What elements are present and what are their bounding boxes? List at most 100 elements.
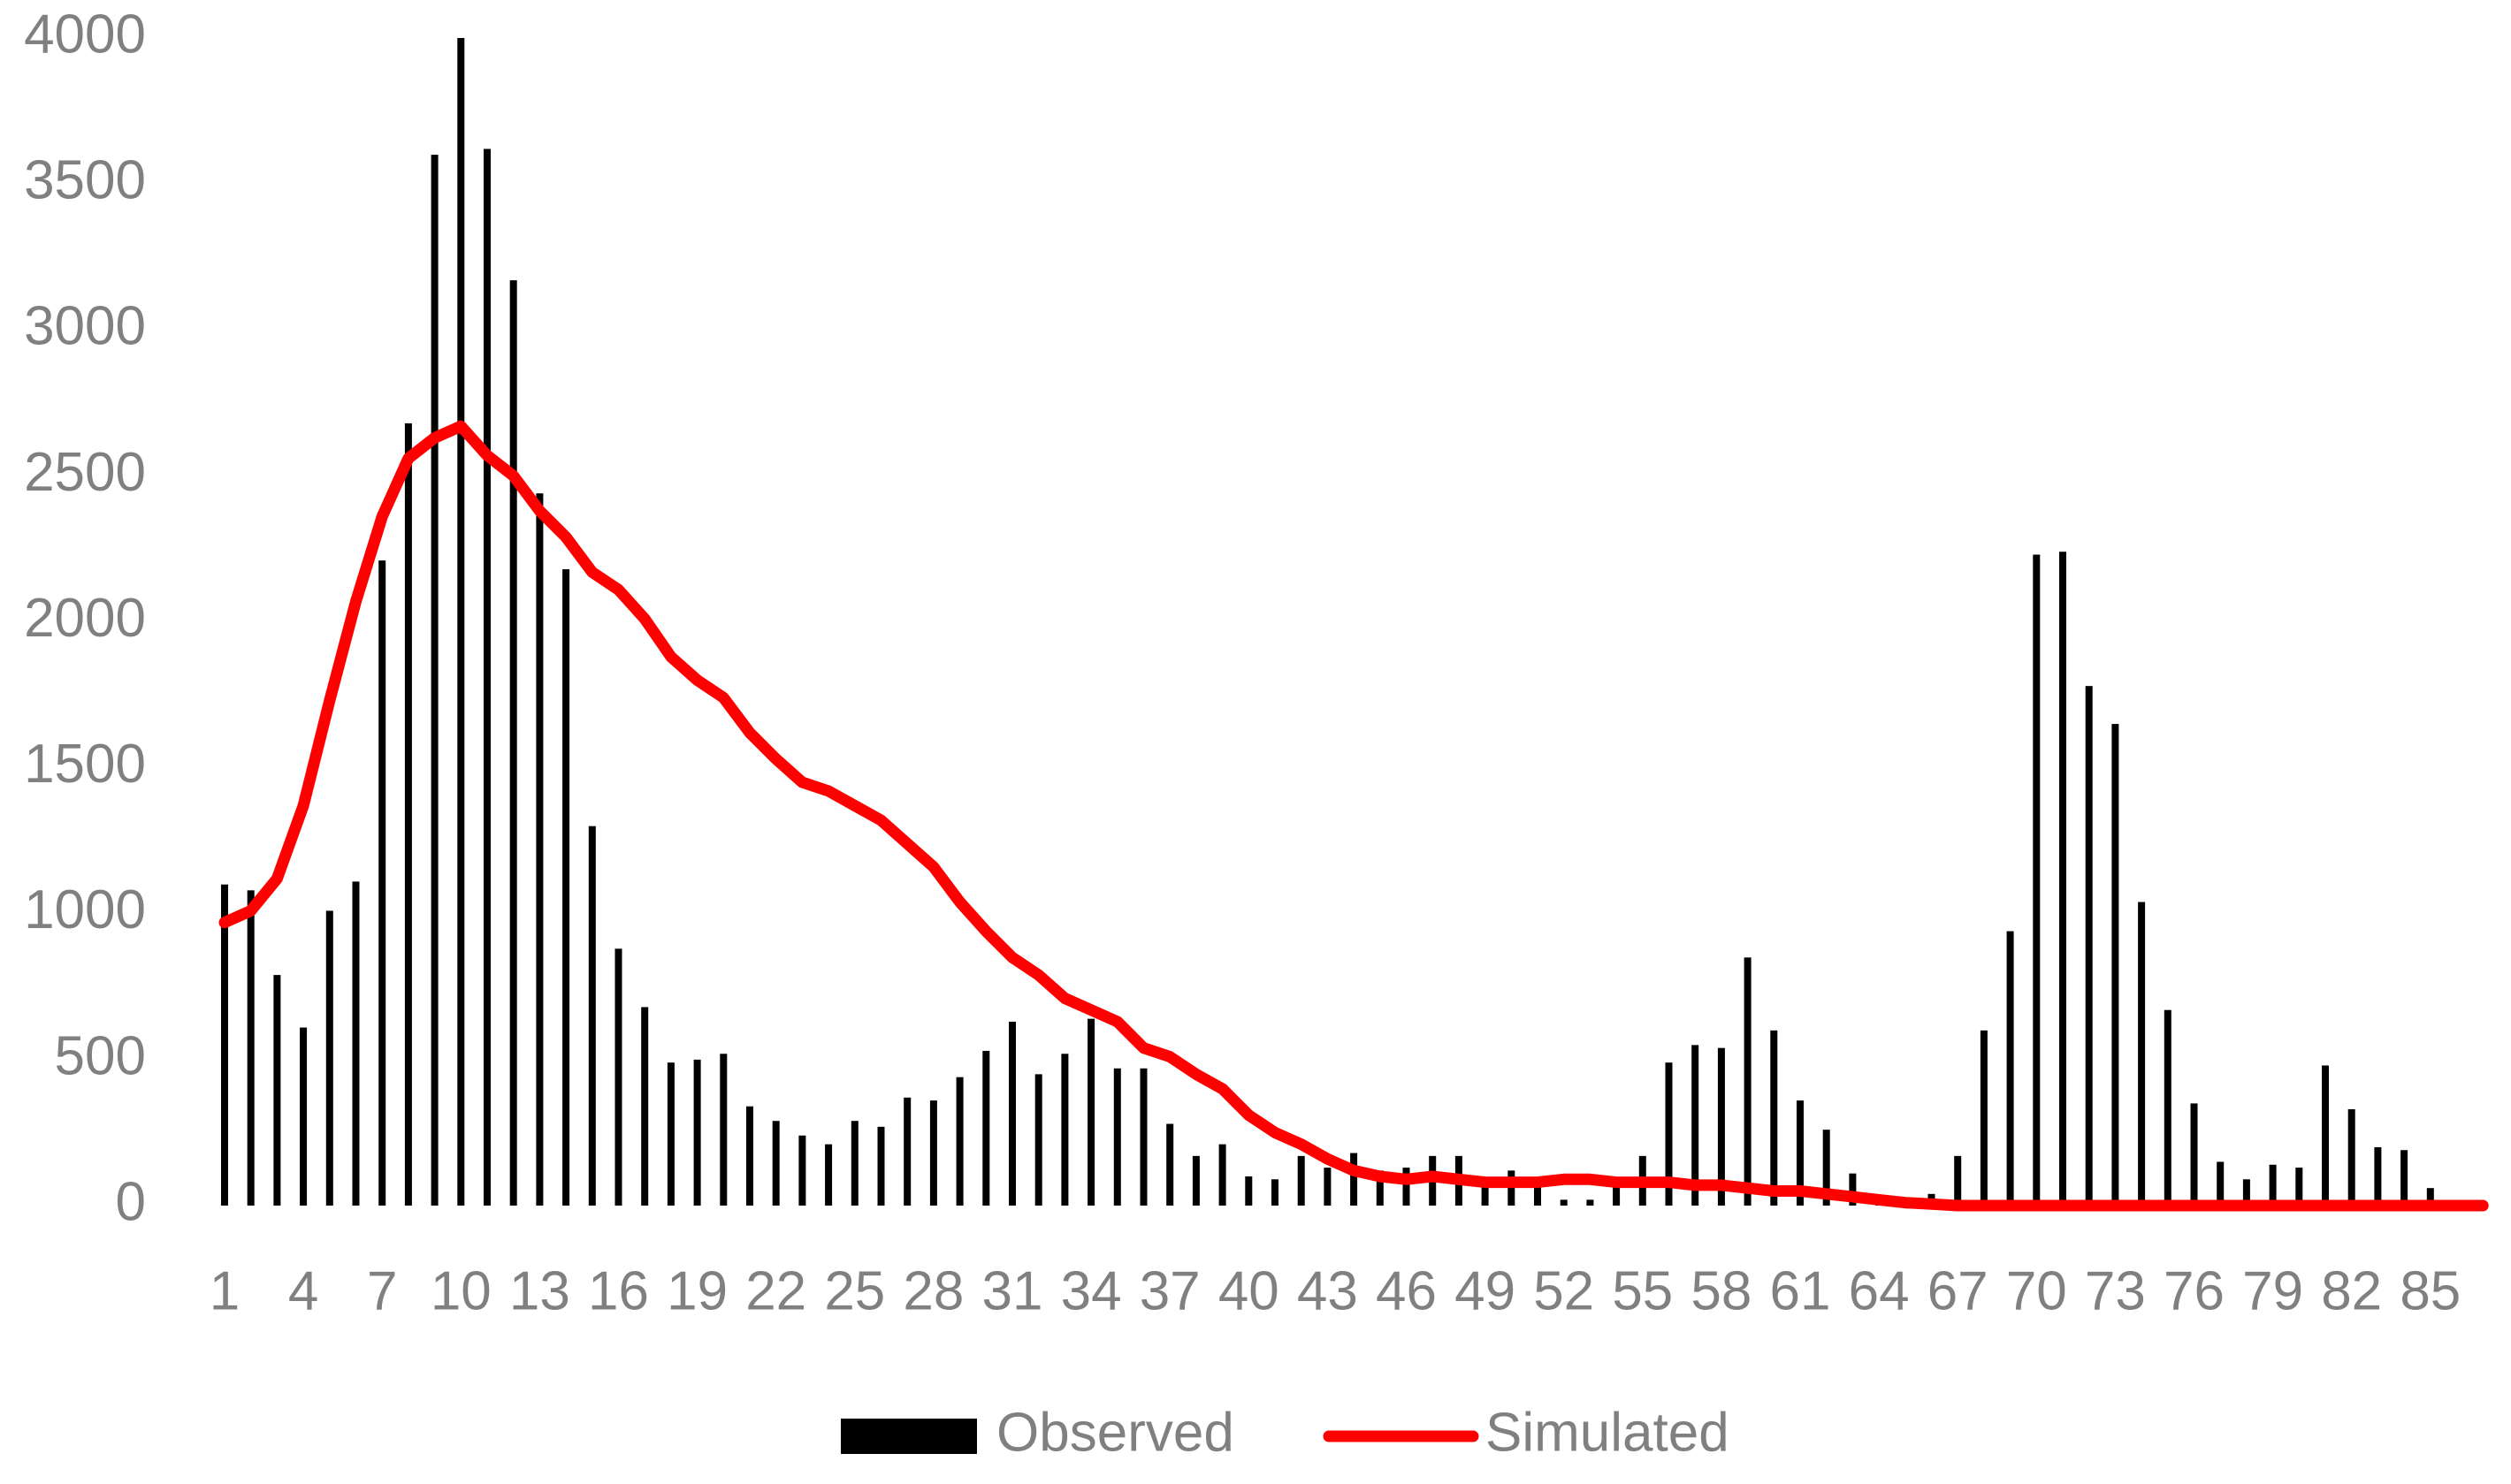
x-tick-label: 61 <box>1770 1260 1831 1321</box>
bar <box>1849 1173 1857 1206</box>
bar <box>798 1135 806 1206</box>
bar <box>325 910 333 1206</box>
bar <box>1350 1153 1358 1206</box>
x-tick-label: 46 <box>1376 1260 1437 1321</box>
bar <box>667 1062 675 1206</box>
y-tick-label: 2000 <box>24 588 146 649</box>
x-tick-label: 22 <box>745 1260 806 1321</box>
bar <box>2111 724 2119 1206</box>
bar <box>1534 1179 1541 1206</box>
bar <box>2295 1168 2303 1206</box>
bar <box>1691 1045 1699 1206</box>
bar <box>273 975 281 1206</box>
bar <box>1665 1062 1673 1206</box>
bar <box>2085 686 2093 1206</box>
bar <box>2322 1065 2329 1206</box>
y-tick-label: 4000 <box>24 4 146 65</box>
bar <box>641 1007 649 1206</box>
line <box>218 420 2489 1212</box>
bar <box>1797 1100 1804 1206</box>
bar <box>904 1097 912 1206</box>
x-tick-label: 37 <box>1140 1260 1201 1321</box>
x-tick-label: 7 <box>367 1260 397 1321</box>
bar <box>1613 1184 1621 1206</box>
bar <box>1218 1144 1226 1206</box>
bar <box>1061 1054 1069 1206</box>
bar <box>378 560 386 1206</box>
x-tick-label: 25 <box>824 1260 885 1321</box>
bar <box>247 890 255 1206</box>
x-tick-label: 55 <box>1612 1260 1673 1321</box>
bar <box>562 569 570 1206</box>
legend-label: Observed <box>996 1402 1234 1463</box>
x-tick-label: 82 <box>2321 1260 2382 1321</box>
x-tick-label: 67 <box>1927 1260 1988 1321</box>
bar <box>404 422 412 1206</box>
bar <box>1166 1123 1174 1206</box>
bar <box>1376 1170 1384 1206</box>
bar <box>431 155 439 1206</box>
bar <box>1586 1199 1594 1206</box>
legend-label: Simulated <box>1485 1402 1729 1463</box>
bar <box>2217 1161 2225 1206</box>
x-tick-label: 64 <box>1849 1260 1910 1321</box>
x-tick-label: 43 <box>1297 1260 1358 1321</box>
bar <box>2164 1009 2171 1206</box>
x-tick-label: 40 <box>1218 1260 1279 1321</box>
x-tick-label: 76 <box>2164 1260 2225 1321</box>
bar <box>851 1121 859 1206</box>
bar <box>2400 1150 2408 1206</box>
x-tick-label: 49 <box>1454 1260 1515 1321</box>
bar <box>352 881 360 1206</box>
bar <box>772 1121 780 1206</box>
bar <box>1034 1074 1042 1206</box>
bar <box>1717 1047 1725 1206</box>
bar <box>693 1059 701 1206</box>
bar <box>2138 902 2146 1206</box>
bar <box>1770 1030 1778 1206</box>
bar <box>2059 552 2066 1206</box>
x-tick-label: 79 <box>2242 1260 2303 1321</box>
legend-swatch <box>841 1419 977 1454</box>
x-tick-label: 16 <box>588 1260 649 1321</box>
y-tick-label: 1000 <box>24 879 146 940</box>
y-tick-label: 2500 <box>24 442 146 503</box>
bar <box>1140 1068 1148 1206</box>
bar <box>1088 1018 1095 1206</box>
bar <box>1402 1168 1410 1206</box>
bar <box>1980 1030 1988 1206</box>
bar <box>929 1100 937 1206</box>
y-tick-label: 3500 <box>24 150 146 211</box>
bar <box>2269 1164 2277 1206</box>
bar <box>457 38 465 1206</box>
bar <box>982 1050 990 1206</box>
x-tick-label: 28 <box>903 1260 964 1321</box>
bar <box>2190 1103 2198 1206</box>
x-tick-label: 70 <box>2006 1260 2067 1321</box>
x-tick-label: 13 <box>509 1260 570 1321</box>
x-tick-label: 19 <box>667 1260 728 1321</box>
bar <box>2242 1179 2250 1206</box>
bar <box>2033 554 2041 1206</box>
bar <box>1113 1068 1121 1206</box>
bar <box>1481 1179 1489 1206</box>
bar <box>1560 1199 1568 1206</box>
bar <box>536 493 544 1206</box>
bar <box>588 826 596 1206</box>
bar <box>1822 1130 1830 1206</box>
bar <box>1245 1176 1253 1206</box>
bar <box>1192 1155 1200 1206</box>
bar <box>877 1126 885 1206</box>
x-tick-label: 34 <box>1061 1260 1122 1321</box>
bar <box>1297 1155 1305 1206</box>
bar <box>484 148 491 1206</box>
bar <box>221 884 228 1206</box>
x-tick-label: 73 <box>2085 1260 2146 1321</box>
bar <box>300 1027 308 1206</box>
bar <box>746 1106 753 1206</box>
y-tick-label: 0 <box>116 1171 146 1232</box>
x-tick-label: 31 <box>982 1260 1043 1321</box>
bar <box>1744 957 1752 1206</box>
bar <box>1009 1021 1016 1206</box>
